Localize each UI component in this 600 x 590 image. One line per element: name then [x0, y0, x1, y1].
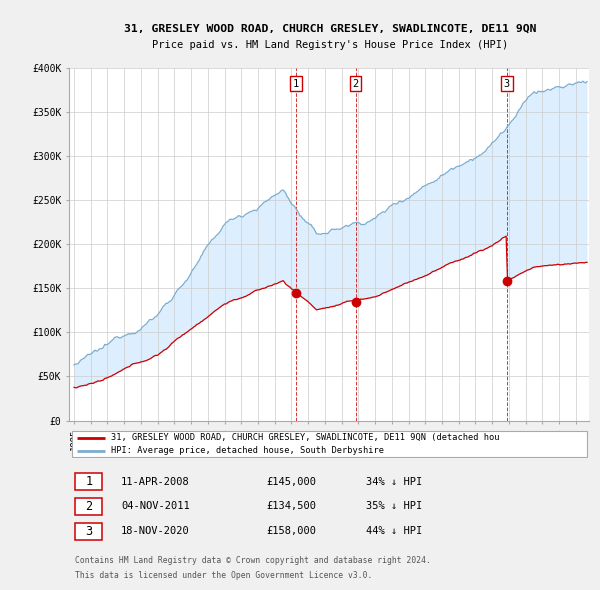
Text: 3: 3	[504, 78, 510, 88]
Text: £145,000: £145,000	[266, 477, 317, 487]
Text: HPI: Average price, detached house, South Derbyshire: HPI: Average price, detached house, Sout…	[110, 446, 383, 455]
Text: 11-APR-2008: 11-APR-2008	[121, 477, 190, 487]
Text: 1: 1	[85, 475, 92, 488]
Text: 2: 2	[353, 78, 359, 88]
Text: Contains HM Land Registry data © Crown copyright and database right 2024.: Contains HM Land Registry data © Crown c…	[75, 556, 431, 565]
FancyBboxPatch shape	[75, 498, 102, 515]
Text: 35% ↓ HPI: 35% ↓ HPI	[365, 502, 422, 512]
Text: 34% ↓ HPI: 34% ↓ HPI	[365, 477, 422, 487]
Text: 04-NOV-2011: 04-NOV-2011	[121, 502, 190, 512]
Text: £158,000: £158,000	[266, 526, 317, 536]
Text: 31, GRESLEY WOOD ROAD, CHURCH GRESLEY, SWADLINCOTE, DE11 9QN: 31, GRESLEY WOOD ROAD, CHURCH GRESLEY, S…	[124, 24, 536, 34]
Text: 2: 2	[85, 500, 92, 513]
Text: 3: 3	[85, 525, 92, 538]
FancyBboxPatch shape	[71, 431, 587, 457]
Text: 1: 1	[293, 78, 299, 88]
Text: Price paid vs. HM Land Registry's House Price Index (HPI): Price paid vs. HM Land Registry's House …	[152, 40, 508, 50]
FancyBboxPatch shape	[75, 523, 102, 540]
Text: £134,500: £134,500	[266, 502, 317, 512]
FancyBboxPatch shape	[75, 473, 102, 490]
Text: 31, GRESLEY WOOD ROAD, CHURCH GRESLEY, SWADLINCOTE, DE11 9QN (detached hou: 31, GRESLEY WOOD ROAD, CHURCH GRESLEY, S…	[110, 433, 499, 442]
Text: 18-NOV-2020: 18-NOV-2020	[121, 526, 190, 536]
Text: 44% ↓ HPI: 44% ↓ HPI	[365, 526, 422, 536]
Text: This data is licensed under the Open Government Licence v3.0.: This data is licensed under the Open Gov…	[75, 571, 373, 580]
